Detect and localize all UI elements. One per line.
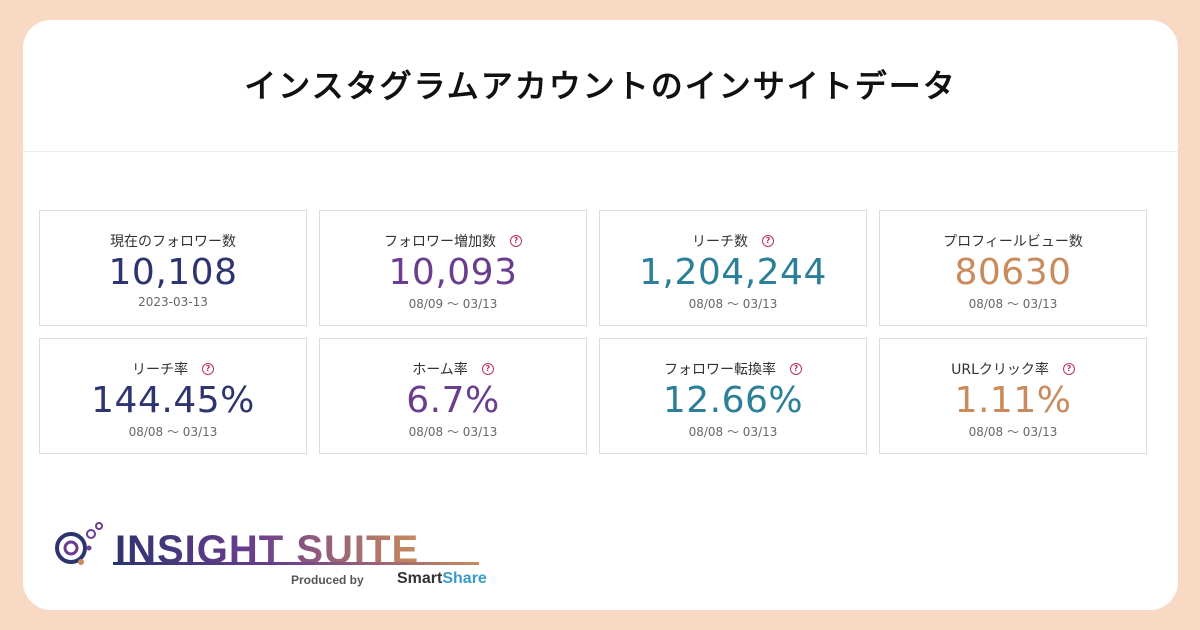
stat-value: 12.66%	[662, 380, 804, 421]
stat-reach: リーチ数? 1,204,244 08/08 〜 03/13	[599, 210, 867, 326]
stat-date: 08/08 〜 03/13	[968, 425, 1058, 439]
stat-date: 2023-03-13	[138, 295, 208, 309]
stats-grid: 現在のフォロワー数 10,108 2023-03-13 フォロワー増加数? 10…	[39, 210, 1147, 454]
page-title: インスタグラムアカウントのインサイトデータ	[244, 66, 957, 105]
smartshare-logo-part-a: Smart	[397, 570, 443, 587]
stat-date: 08/08 〜 03/13	[408, 425, 498, 439]
help-icon[interactable]: ?	[510, 235, 522, 247]
stat-reach-rate: リーチ率? 144.45% 08/08 〜 03/13	[39, 338, 307, 454]
stat-label: フォロワー増加数	[384, 234, 496, 250]
help-icon[interactable]: ?	[481, 363, 494, 375]
help-icon[interactable]: ?	[1062, 363, 1075, 375]
stat-date: 08/08 〜 03/13	[688, 425, 778, 439]
stat-label: リーチ率	[132, 362, 188, 378]
insight-suite-logo: INSIGHT SUITE Produced by SmartShare	[53, 520, 487, 600]
insight-suite-logo-icon	[55, 522, 103, 565]
insight-card: インスタグラムアカウントのインサイトデータ 現在のフォロワー数 10,108 2…	[23, 20, 1178, 610]
stat-value: 144.45%	[91, 380, 255, 421]
stat-label: リーチ数	[692, 234, 748, 250]
stat-date: 08/08 〜 03/13	[688, 297, 778, 311]
help-icon[interactable]: ?	[790, 363, 802, 375]
stat-value: 1,204,244	[639, 252, 827, 293]
logo-wordmark: INSIGHT SUITE	[115, 528, 420, 572]
smartshare-logo: SmartShare	[397, 570, 487, 588]
smartshare-logo-part-b: Share	[442, 570, 487, 587]
produced-by-label: Produced by	[291, 573, 364, 587]
stat-label: 現在のフォロワー数	[110, 234, 236, 250]
stat-date: 08/09 〜 03/13	[408, 297, 498, 311]
stat-date: 08/08 〜 03/13	[128, 425, 218, 439]
stat-label: ホーム率	[412, 362, 468, 378]
stat-value: 80630	[954, 252, 1072, 293]
stat-follower-conversion: フォロワー転換率? 12.66% 08/08 〜 03/13	[599, 338, 867, 454]
stat-value: 6.7%	[406, 380, 500, 421]
stat-label: フォロワー転換率	[664, 362, 776, 378]
stat-value: 10,093	[388, 252, 518, 293]
stat-value: 1.11%	[954, 380, 1072, 421]
stat-date: 08/08 〜 03/13	[968, 297, 1058, 311]
stat-value: 10,108	[108, 252, 238, 293]
stat-home-rate: ホーム率? 6.7% 08/08 〜 03/13	[319, 338, 587, 454]
stat-profile-views: プロフィールビュー数 80630 08/08 〜 03/13	[879, 210, 1147, 326]
stat-url-click-rate: URLクリック率? 1.11% 08/08 〜 03/13	[879, 338, 1147, 454]
header: インスタグラムアカウントのインサイトデータ	[23, 20, 1178, 152]
help-icon[interactable]: ?	[202, 363, 214, 375]
stat-label: プロフィールビュー数	[943, 234, 1083, 250]
stat-current-followers: 現在のフォロワー数 10,108 2023-03-13	[39, 210, 307, 326]
stat-label: URLクリック率	[951, 362, 1049, 378]
stat-follower-growth: フォロワー増加数? 10,093 08/09 〜 03/13	[319, 210, 587, 326]
logo-underline	[113, 562, 479, 565]
help-icon[interactable]: ?	[762, 235, 774, 247]
